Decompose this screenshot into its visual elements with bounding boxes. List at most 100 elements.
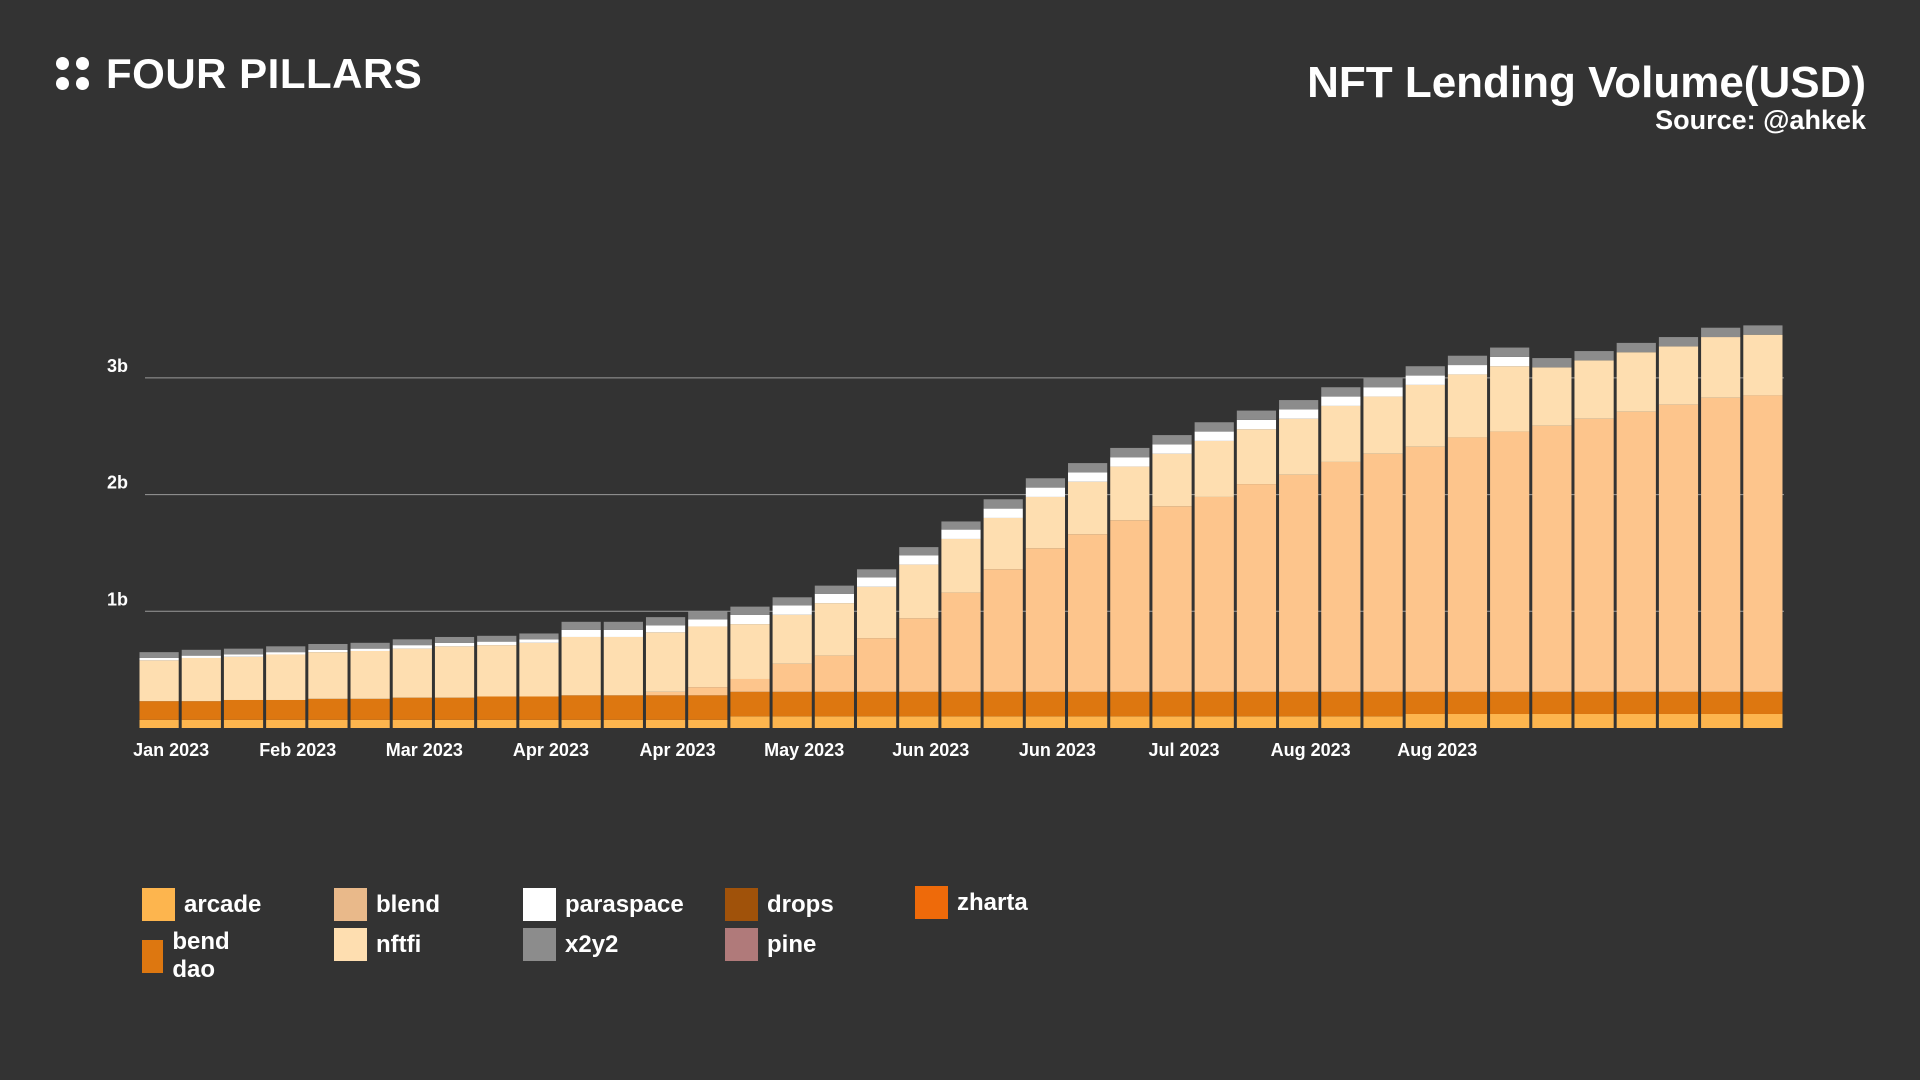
bar-14 — [688, 611, 728, 728]
bar-segment-x2y2 — [1236, 410, 1277, 420]
y-tick-label: 2b — [107, 473, 128, 493]
bar-segment-x2y2 — [1490, 347, 1530, 357]
bar-segment-x2y2 — [1025, 478, 1066, 488]
bar-segment-bend-dao — [519, 696, 559, 720]
x-tick-label: Jul 2023 — [1148, 740, 1219, 760]
bar-8 — [434, 636, 475, 728]
x-tick-label: Mar 2023 — [386, 740, 463, 760]
bar-segment-bend-dao — [1405, 691, 1445, 714]
bar-segment-x2y2 — [350, 642, 390, 649]
bar-segment-blend — [899, 618, 939, 692]
x-tick-label: Aug 2023 — [1271, 740, 1351, 760]
legend-item-paraspace: paraspace — [523, 888, 684, 921]
bar-segment-arcade — [856, 716, 897, 728]
bar-segment-nftfi — [856, 586, 897, 639]
legend-label: paraspace — [565, 890, 684, 918]
bar-segment-arcade — [1279, 716, 1319, 728]
bar-segment-arcade — [1152, 716, 1192, 728]
bar-segment-arcade — [1532, 713, 1572, 728]
bar-35 — [1574, 351, 1614, 728]
bar-5 — [308, 643, 348, 728]
bar-segment-blend — [856, 638, 897, 692]
bar-segment-arcade — [1025, 716, 1066, 728]
x-tick-label: Apr 2023 — [640, 740, 716, 760]
bar-segment-x2y2 — [730, 606, 770, 615]
bar-29 — [1321, 387, 1361, 728]
bar-segment-nftfi — [899, 564, 939, 619]
bar-segment-arcade — [350, 719, 390, 728]
bar-segment-blend — [1658, 404, 1699, 692]
bar-segment-blend — [1025, 548, 1066, 692]
bar-segment-paraspace — [1110, 457, 1150, 467]
bar-segment-blend — [1616, 411, 1656, 692]
bar-4 — [266, 646, 306, 728]
bar-segment-paraspace — [856, 577, 897, 587]
bar-segment-arcade — [814, 716, 854, 728]
bar-segment-bend-dao — [1363, 691, 1403, 717]
legend-item-zharta: zharta — [915, 886, 1028, 919]
bar-segment-blend — [814, 655, 854, 692]
bar-segment-arcade — [645, 719, 686, 728]
bar-segment-nftfi — [772, 614, 812, 664]
chart-source: Source: @ahkek — [1655, 105, 1866, 135]
bar-segment-nftfi — [983, 517, 1023, 570]
bar-segment-x2y2 — [1194, 422, 1234, 432]
bar-segment-arcade — [1616, 713, 1656, 728]
bar-segment-x2y2 — [856, 569, 897, 578]
bar-16 — [772, 597, 812, 728]
bar-segment-arcade — [688, 719, 728, 728]
bar-segment-x2y2 — [1532, 358, 1572, 368]
bar-segment-nftfi — [1701, 337, 1741, 398]
bar-segment-paraspace — [899, 555, 939, 565]
bar-segment-blend — [645, 691, 686, 696]
bar-segment-arcade — [139, 719, 179, 728]
bar-segment-bend-dao — [1658, 691, 1699, 714]
bar-segment-arcade — [308, 719, 348, 728]
bar-segment-arcade — [1447, 713, 1488, 728]
bar-segment-nftfi — [1405, 384, 1445, 447]
bar-segment-bend-dao — [603, 695, 643, 720]
bar-segment-paraspace — [1068, 472, 1108, 482]
bar-segment-x2y2 — [645, 617, 686, 626]
bar-segment-arcade — [941, 716, 981, 728]
bar-segment-x2y2 — [1110, 447, 1150, 458]
bar-segment-nftfi — [941, 538, 981, 593]
bar-segment-bend-dao — [1574, 691, 1614, 714]
bar-segment-nftfi — [1616, 352, 1656, 412]
bar-segment-nftfi — [1236, 429, 1277, 485]
bar-15 — [730, 606, 770, 728]
x-tick-label: May 2023 — [764, 740, 844, 760]
legend-item-blend: blend — [334, 888, 440, 921]
bar-1 — [139, 652, 179, 728]
bar-segment-paraspace — [477, 641, 517, 646]
bar-segment-blend — [1068, 534, 1108, 692]
bar-segment-nftfi — [1025, 496, 1066, 549]
chart-title: NFT Lending Volume(USD) — [1307, 58, 1866, 107]
bar-segment-arcade — [1321, 716, 1361, 728]
bar-segment-arcade — [1110, 716, 1150, 728]
bar-segment-nftfi — [1532, 367, 1572, 426]
bar-segment-paraspace — [688, 619, 728, 627]
bar-segment-bend-dao — [477, 696, 517, 720]
bar-21 — [983, 499, 1023, 728]
bar-segment-paraspace — [266, 652, 306, 655]
bar-segment-bend-dao — [434, 697, 475, 720]
legend-swatch — [334, 928, 367, 961]
bar-segment-blend — [941, 592, 981, 692]
bar-segment-nftfi — [1447, 374, 1488, 438]
bar-segment-paraspace — [1025, 487, 1066, 497]
bar-segment-bend-dao — [772, 691, 812, 717]
bar-segment-arcade — [561, 719, 601, 728]
bar-segment-paraspace — [1321, 396, 1361, 406]
bar-segment-bend-dao — [1279, 691, 1319, 717]
bar-segment-nftfi — [1363, 396, 1403, 454]
bar-segment-nftfi — [688, 626, 728, 688]
bar-segment-blend — [1405, 446, 1445, 692]
bar-segment-arcade — [223, 719, 264, 728]
legend-item-nftfi: nftfi — [334, 928, 421, 961]
bar-segment-x2y2 — [1363, 377, 1403, 388]
bar-segment-paraspace — [1405, 375, 1445, 385]
legend-swatch — [523, 888, 556, 921]
bar-segment-x2y2 — [1405, 366, 1445, 376]
legend-item-x2y2: x2y2 — [523, 928, 618, 961]
